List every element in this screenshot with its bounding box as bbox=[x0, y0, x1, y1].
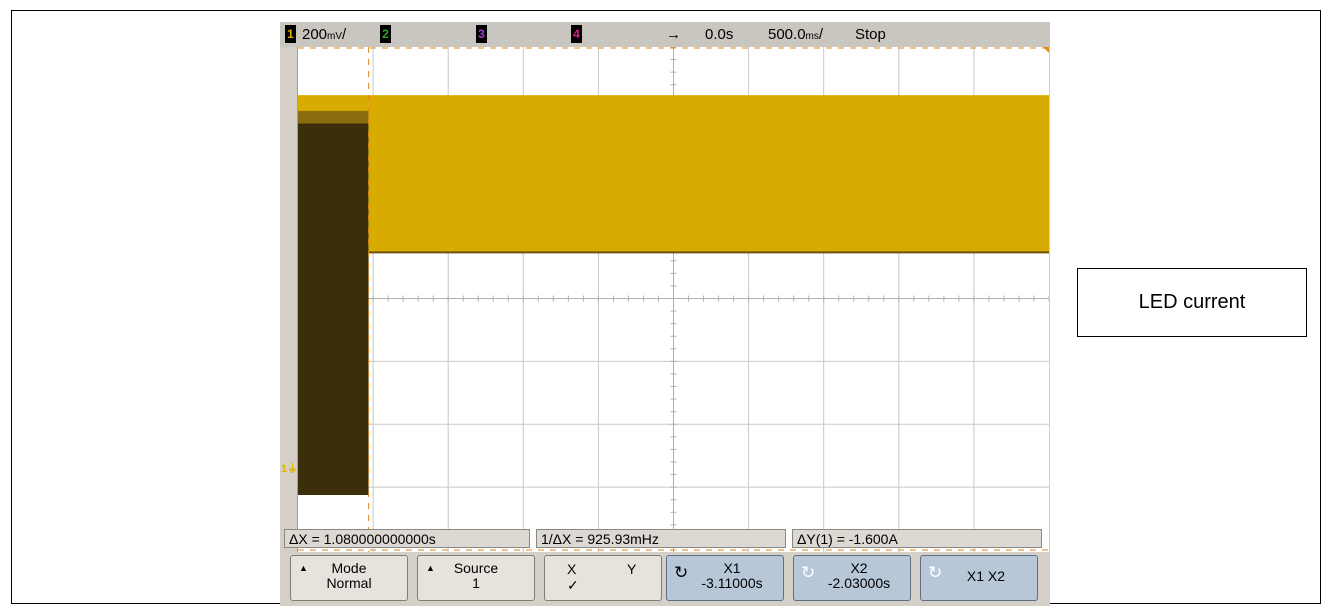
waveform-display bbox=[297, 47, 1049, 552]
trigger-arrow-icon: → bbox=[666, 26, 681, 43]
run-state: Stop bbox=[855, 26, 886, 43]
led-current-label: LED current bbox=[1077, 268, 1307, 337]
status-bar: 1 200mV/ 2 3 4 → 0.0s 500.0ms/ Stop bbox=[280, 22, 1050, 47]
delay-readout: 0.0s bbox=[705, 26, 734, 43]
rotate-knob-icon: ↻ bbox=[801, 563, 816, 582]
delta-y-readout: ΔY(1) = -1.600A bbox=[792, 529, 1042, 548]
timebase-readout: 500.0ms/ bbox=[768, 26, 824, 43]
measurement-bar: ΔX = 1.080000000000s 1/ΔX = 925.93mHz ΔY… bbox=[280, 529, 1050, 550]
channel-1-badge[interactable]: 1 bbox=[285, 25, 296, 43]
source-softkey[interactable]: ▲ Source 1 bbox=[417, 555, 535, 601]
channel-2-badge[interactable]: 2 bbox=[380, 25, 391, 43]
rotate-knob-icon: ↻ bbox=[928, 563, 943, 582]
check-icon: ✓ bbox=[567, 577, 579, 593]
waveform-plot bbox=[298, 47, 1049, 552]
rotate-knob-icon: ↻ bbox=[674, 563, 689, 582]
x2-cursor-softkey[interactable]: ↻ X2 -2.03000s bbox=[793, 555, 911, 601]
cycle-icon: ▲ bbox=[299, 563, 308, 573]
inverse-delta-x-readout: 1/ΔX = 925.93mHz bbox=[536, 529, 786, 548]
delta-x-readout: ΔX = 1.080000000000s bbox=[284, 529, 530, 548]
cycle-icon: ▲ bbox=[426, 563, 435, 573]
xy-softkey[interactable]: X Y ✓ bbox=[544, 555, 662, 601]
trigger-marker-icon bbox=[1043, 47, 1049, 53]
trace-band-edge bbox=[298, 110, 369, 124]
x1-x2-softkey[interactable]: ↻ X1 X2 bbox=[920, 555, 1038, 601]
ground-reference-icon: 1⏚ bbox=[281, 463, 299, 475]
x1-cursor-softkey[interactable]: ↻ X1 -3.11000s bbox=[666, 555, 784, 601]
channel-3-badge[interactable]: 3 bbox=[476, 25, 487, 43]
trace-steady-band bbox=[368, 95, 1049, 253]
channel-1-scale: 200mV/ bbox=[302, 26, 347, 43]
oscilloscope-screenshot: 1 200mV/ 2 3 4 → 0.0s 500.0ms/ Stop ΔX =… bbox=[280, 22, 1050, 606]
trace-dense-region bbox=[298, 123, 369, 495]
channel-4-badge[interactable]: 4 bbox=[571, 25, 582, 43]
softkey-bar: ▲ Mode Normal ▲ Source 1 X Y ✓ ↻ X1 -3.1… bbox=[280, 552, 1050, 606]
mode-softkey[interactable]: ▲ Mode Normal bbox=[290, 555, 408, 601]
